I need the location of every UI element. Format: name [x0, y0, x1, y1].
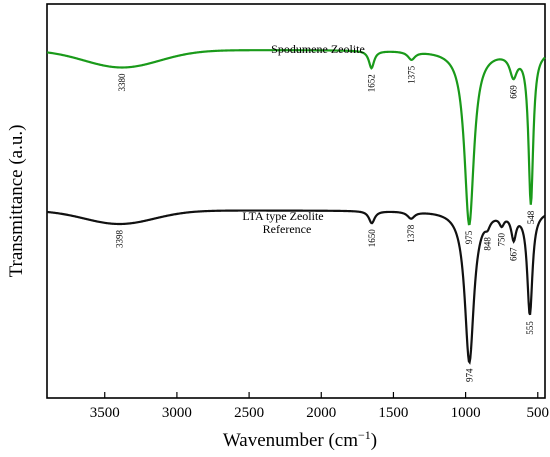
x-tick-group: 3500 3000 2500 2000 1500 1000 500 [90, 392, 549, 421]
peak-label-0-3: 975 [464, 230, 474, 244]
x-tick-label-1: 3000 [162, 405, 192, 421]
peak-label-0-2: 1375 [407, 65, 417, 84]
peak-label-1-5: 750 [497, 233, 507, 247]
peak-label-0-5: 548 [526, 210, 536, 224]
x-tick-label-0: 3500 [90, 405, 120, 421]
series-label-spodumene: Spodumene Zeolite [271, 42, 365, 56]
peak-label-group: 3380 1652 1375 975 669 548 3398 1650 1378 974 848 7… [115, 65, 536, 382]
spectrum-line-0 [46, 49, 546, 226]
plot-frame [46, 3, 546, 399]
peak-label-0-1: 1652 [367, 74, 377, 92]
y-axis-title: Transmittance (a.u.) [6, 125, 27, 278]
x-tick-label-6: 500 [527, 405, 550, 421]
peak-label-0-0: 3380 [117, 73, 127, 92]
x-tick-label-3: 2000 [306, 405, 336, 421]
spectrum-line-1 [46, 209, 546, 365]
peak-label-0-4: 669 [508, 85, 518, 99]
x-tick-label-5: 1000 [451, 405, 481, 421]
x-tick-label-2: 2500 [234, 405, 264, 421]
series-label-lta-line2: Reference [263, 222, 312, 236]
peak-label-1-0: 3398 [115, 230, 125, 249]
x-axis-title: Wavenumber (cm−1) [223, 428, 377, 451]
x-tick-label-4: 1500 [378, 405, 408, 421]
peak-label-1-2: 1378 [406, 224, 416, 243]
peak-label-1-1: 1650 [367, 229, 377, 248]
series-label-lta-line1: LTA type Zeolite [242, 209, 323, 223]
peak-label-1-7: 555 [525, 321, 535, 335]
peak-label-1-3: 974 [464, 368, 474, 382]
peak-label-1-4: 848 [483, 237, 493, 251]
spectra-group [46, 49, 546, 365]
peak-label-1-6: 667 [509, 247, 519, 261]
